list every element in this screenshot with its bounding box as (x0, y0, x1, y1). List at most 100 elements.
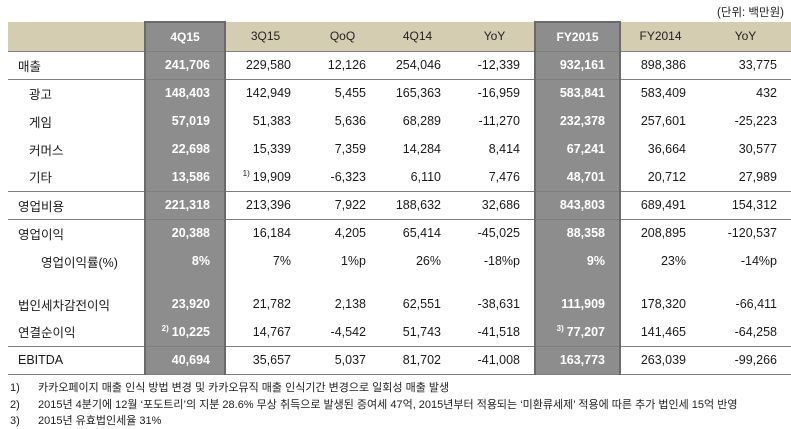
cell: 1) 19,909 (225, 163, 305, 192)
cell: 2) 10,225 (144, 318, 226, 347)
row-label: 기타 (8, 163, 145, 192)
cell: -25,223 (734, 114, 777, 128)
cell: 7% (272, 254, 291, 268)
cell: 62,551 (402, 297, 441, 311)
footnote: 1) 카카오페이지 매출 인식 방법 변경 및 카카오뮤직 매출 인식기간 변경으… (10, 380, 785, 397)
cell: 583,409 (640, 86, 686, 101)
cell: 111,909 (534, 290, 621, 318)
cell: 21,782 (252, 297, 291, 311)
cell: -12,339 (455, 51, 535, 80)
table-row: 영업이익률(%) 8% 7% 1%p 26% -18%p 9% 23% -14%p (8, 247, 791, 275)
column-header: 4Q15 (144, 21, 226, 52)
footnote-text: 카카오페이지 매출 인식 방법 변경 및 카카오뮤직 매출 인식기간 변경으로 … (38, 382, 450, 394)
cell: 432 (756, 86, 777, 101)
footnote-text: 2015년 4분기에 12월 ‘포도트리’의 지분 28.6% 무상 취득으로 … (38, 398, 738, 411)
cell: -66,411 (735, 297, 777, 311)
cell: -11,270 (478, 114, 520, 128)
cell: 188,632 (380, 191, 455, 220)
cell: 229,580 (225, 51, 305, 80)
column-header: FY2014 (620, 22, 700, 52)
row-label: 법인세차감전이익 (18, 298, 111, 313)
cell: 257,601 (640, 114, 686, 128)
cell: 22,698 (144, 135, 226, 163)
row-label: 영업이익 (18, 227, 65, 242)
cell: 51,383 (252, 114, 291, 128)
row-label: 매출 (8, 51, 145, 80)
cell: 208,895 (640, 226, 686, 241)
cell: 232,378 (534, 107, 621, 135)
cell: 27,989 (700, 163, 791, 192)
cell: 142,949 (245, 86, 291, 101)
cell: 141,465 (620, 318, 700, 347)
table-row: 영업이익 20,388 16,184 4,205 65,414 -45,025 88,358… (8, 219, 791, 247)
cell: 221,318 (144, 191, 226, 220)
cell: -16,959 (477, 86, 520, 101)
cell: 163,773 (534, 346, 621, 375)
cell: 88,358 (534, 219, 621, 247)
table-row: 기타 13,586 1) 19,909 -6,323 6,110 7,476 48,701 20… (8, 163, 791, 192)
cell: 148,403 (144, 79, 226, 107)
cell: -38,631 (477, 297, 520, 311)
cell: 20,712 (620, 163, 700, 192)
cell: -64,258 (700, 318, 791, 347)
row-label: 연결순이익 (8, 318, 145, 347)
cell: 23,920 (144, 290, 226, 318)
cell: 7,359 (334, 142, 366, 156)
table-row: 영업비용 221,318 213,396 7,922 188,632 32,686 843,… (8, 191, 791, 220)
footnote-number: 1) (10, 382, 20, 394)
table-row: 광고 148,403 142,949 5,455 165,363 -16,959 583,8… (8, 79, 791, 107)
cell: 30,577 (738, 142, 777, 156)
cell: 12,126 (305, 51, 380, 80)
cell: 15,339 (252, 142, 291, 156)
cell: 5,037 (305, 346, 380, 375)
table-body: 매출 241,706 229,580 12,126 254,046 -12,339 932,… (8, 51, 791, 375)
column-header: FY2015 (534, 21, 621, 52)
column-header: YoY (700, 22, 791, 52)
cell (380, 275, 455, 290)
row-label: 영업이익률(%) (41, 255, 118, 270)
footnote-number: 3) (10, 415, 20, 427)
cell (144, 275, 226, 290)
table-row: 법인세차감전이익 23,920 21,782 2,138 62,551 -38,631 11… (8, 290, 791, 318)
cell: 583,841 (534, 79, 621, 107)
cell: 7,922 (305, 191, 380, 220)
column-header: 3Q15 (225, 22, 305, 52)
cell: 1%p (340, 254, 366, 268)
financial-results-table: 4Q15 3Q15 QoQ 4Q14 YoY FY2015 FY2014 YoY 매출 241,… (8, 21, 791, 375)
footnote: 2) 2015년 4분기에 12월 ‘포도트리’의 지분 28.6% 무상 취득으… (10, 397, 785, 414)
cell (534, 275, 621, 290)
cell: 5,455 (334, 86, 366, 101)
cell: 36,664 (647, 142, 686, 156)
cell: 26% (415, 254, 441, 268)
row-label: EBITDA (8, 346, 145, 375)
cell: 13,586 (144, 163, 226, 192)
cell: 68,289 (402, 114, 441, 128)
cell: 57,019 (144, 107, 226, 135)
cell: 8,414 (488, 142, 520, 156)
row-label-column-header (8, 22, 145, 52)
cell: 898,386 (620, 51, 700, 80)
table-row: 매출 241,706 229,580 12,126 254,046 -12,339 932,… (8, 51, 791, 80)
footnote-ref: 1) (242, 168, 250, 178)
row-label: 커머스 (29, 143, 64, 158)
footnote-number: 2) (10, 398, 20, 411)
footnote-ref: 2) (161, 323, 169, 333)
cell: 689,491 (620, 191, 700, 220)
table-row: 연결순이익 2) 10,225 14,767 -4,542 51,743 -41,518 3)… (8, 318, 791, 347)
cell: -6,323 (305, 163, 380, 192)
footnote-ref: 3) (556, 323, 564, 333)
row-label: 광고 (29, 87, 53, 102)
cell: 81,702 (380, 346, 455, 375)
cell (305, 275, 380, 290)
cell: 3) 77,207 (534, 318, 621, 347)
header-row: 4Q15 3Q15 QoQ 4Q14 YoY FY2015 FY2014 YoY (8, 21, 791, 52)
cell: 65,414 (402, 226, 441, 241)
cell: 8% (144, 247, 226, 275)
cell: 35,657 (225, 346, 305, 375)
cell (455, 275, 535, 290)
cell: -18%p (483, 254, 520, 268)
cell: -41,518 (455, 318, 535, 347)
cell: 263,039 (620, 346, 700, 375)
cell: 51,743 (380, 318, 455, 347)
